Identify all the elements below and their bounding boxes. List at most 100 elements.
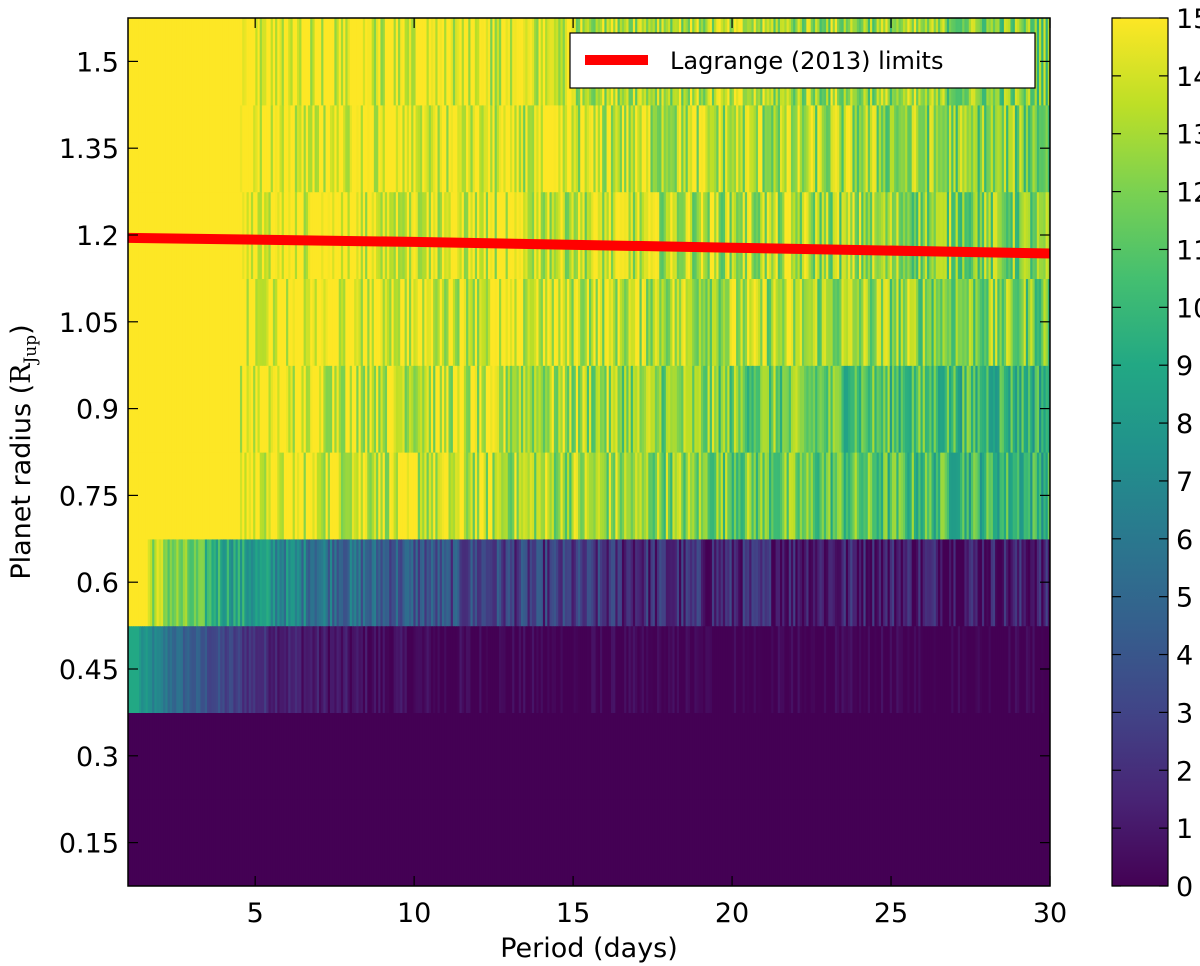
- heatmap-cell: [211, 365, 215, 453]
- heatmap-cell: [1014, 538, 1018, 627]
- heatmap-cell: [417, 712, 421, 800]
- heatmap-cell: [637, 799, 641, 886]
- heatmap-cell: [955, 365, 959, 453]
- heatmap-cell: [913, 104, 917, 193]
- heatmap-cell: [479, 18, 483, 106]
- heatmap-cell: [496, 278, 500, 366]
- heatmap-cell: [643, 799, 647, 886]
- heatmap-cell: [821, 799, 825, 886]
- heatmap-cell: [343, 452, 346, 540]
- heatmap-cell: [277, 799, 281, 886]
- heatmap-cell: [209, 538, 213, 627]
- heatmap-cell: [933, 625, 937, 713]
- heatmap-cell: [360, 712, 364, 800]
- heatmap-cell: [450, 452, 454, 540]
- heatmap-cell: [325, 712, 329, 800]
- heatmap-cell: [714, 278, 717, 366]
- heatmap-cell: [310, 452, 313, 540]
- heatmap-cell: [387, 18, 390, 106]
- heatmap-cell: [463, 278, 467, 366]
- heatmap-cell: [593, 712, 597, 800]
- heatmap-cell: [874, 712, 878, 800]
- heatmap-cell: [378, 799, 382, 886]
- heatmap-cell: [325, 278, 329, 366]
- heatmap-cell: [204, 104, 208, 193]
- heatmap-cell: [580, 104, 584, 193]
- heatmap-cell: [314, 104, 318, 193]
- heatmap-cell: [610, 104, 614, 193]
- heatmap-cell: [415, 712, 419, 800]
- heatmap-cell: [775, 365, 779, 453]
- heatmap-cell: [534, 365, 537, 453]
- heatmap-cell: [564, 18, 568, 106]
- heatmap-cell: [422, 799, 425, 886]
- heatmap-cell: [766, 625, 770, 713]
- heatmap-cell: [841, 799, 845, 886]
- heatmap-cell: [536, 799, 540, 886]
- heatmap-cell: [859, 452, 862, 540]
- heatmap-cell: [689, 278, 693, 366]
- heatmap-cell: [171, 712, 175, 800]
- heatmap-cell: [185, 625, 188, 713]
- heatmap-cell: [299, 799, 303, 886]
- heatmap-cell: [850, 365, 854, 453]
- heatmap-cell: [450, 18, 454, 106]
- heatmap-cell: [1001, 278, 1005, 366]
- heatmap-cell: [204, 538, 208, 627]
- heatmap-cell: [608, 712, 612, 800]
- heatmap-cell: [902, 452, 906, 540]
- heatmap-cell: [718, 191, 722, 279]
- heatmap-cell: [501, 625, 504, 713]
- heatmap-cell: [861, 712, 865, 800]
- heatmap-cell: [185, 104, 188, 193]
- heatmap-cell: [1008, 278, 1012, 366]
- heatmap-cell: [646, 365, 649, 453]
- heatmap-cell: [999, 799, 1003, 886]
- heatmap-cell: [395, 799, 399, 886]
- heatmap-cell: [597, 538, 601, 627]
- heatmap-cell: [305, 278, 309, 366]
- heatmap-cell: [799, 538, 803, 627]
- heatmap-cell: [226, 799, 230, 886]
- heatmap-cell: [762, 538, 766, 627]
- heatmap-cell: [329, 625, 333, 713]
- heatmap-cell: [918, 104, 922, 193]
- heatmap-cell: [461, 365, 465, 453]
- heatmap-cell: [788, 538, 792, 627]
- heatmap-cell: [799, 278, 803, 366]
- heatmap-cell: [733, 799, 737, 886]
- heatmap-cell: [679, 278, 682, 366]
- heatmap-cell: [951, 104, 955, 193]
- heatmap-cell: [272, 452, 276, 540]
- heatmap-cell: [567, 712, 570, 800]
- heatmap-cell: [637, 538, 641, 627]
- heatmap-cell: [604, 712, 608, 800]
- heatmap-cell: [659, 452, 663, 540]
- heatmap-cell: [209, 104, 213, 193]
- heatmap-cell: [867, 278, 871, 366]
- heatmap-cell: [777, 799, 781, 886]
- heatmap-cell: [237, 18, 241, 106]
- heatmap-cell: [779, 278, 783, 366]
- heatmap-cell: [562, 278, 566, 366]
- heatmap-cell: [909, 191, 913, 279]
- heatmap-cell: [457, 18, 461, 106]
- heatmap-cell: [790, 191, 794, 279]
- heatmap-cell: [1001, 799, 1005, 886]
- heatmap-cell: [149, 278, 153, 366]
- heatmap-cell: [608, 625, 612, 713]
- heatmap-cell: [395, 625, 399, 713]
- heatmap-cell: [288, 538, 292, 627]
- heatmap-cell: [683, 191, 687, 279]
- heatmap-cell: [332, 538, 335, 627]
- heatmap-cell: [672, 799, 676, 886]
- heatmap-cell: [854, 365, 858, 453]
- heatmap-cell: [270, 799, 274, 886]
- heatmap-cell: [672, 538, 676, 627]
- heatmap-cell: [848, 452, 851, 540]
- heatmap-cell: [692, 799, 695, 886]
- heatmap-cell: [457, 625, 461, 713]
- heatmap-cell: [992, 538, 996, 627]
- heatmap-cell: [437, 191, 441, 279]
- heatmap-cell: [758, 365, 761, 453]
